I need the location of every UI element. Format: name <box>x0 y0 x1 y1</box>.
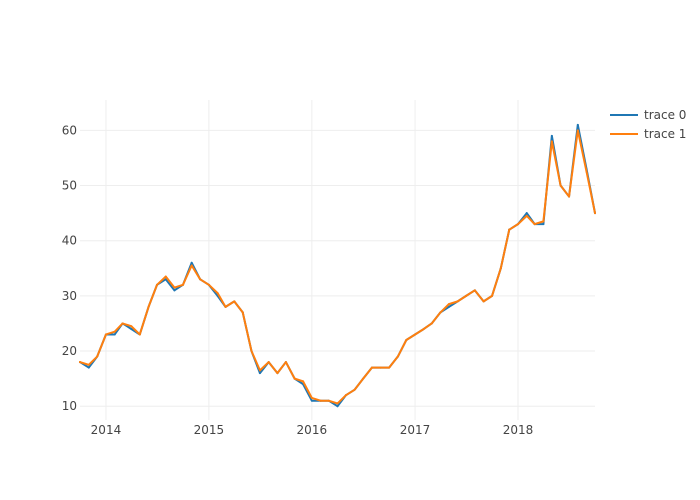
legend-label: trace 0 <box>644 108 686 122</box>
y-tick-label: 20 <box>62 344 77 358</box>
data-point <box>147 305 150 308</box>
series-points-1 <box>79 129 596 405</box>
y-tick-label: 40 <box>62 234 77 248</box>
legend[interactable]: trace 0 trace 1 <box>610 108 686 141</box>
y-tick-label: 50 <box>62 179 77 193</box>
data-point <box>336 405 339 408</box>
data-point <box>113 330 116 333</box>
data-point <box>79 361 81 364</box>
data-point <box>216 292 219 295</box>
axis-layer: 10 20 30 40 50 60 2014 2015 2016 2017 2018 <box>62 123 534 437</box>
grid-layer <box>80 100 595 420</box>
data-point <box>456 300 459 303</box>
data-point <box>190 264 193 267</box>
data-point <box>241 311 244 314</box>
data-point <box>199 278 202 281</box>
y-tick-label: 30 <box>62 289 77 303</box>
data-point <box>173 289 176 292</box>
data-point <box>585 170 588 173</box>
data-point <box>156 283 158 286</box>
series-layer <box>79 123 596 408</box>
data-point <box>542 220 545 223</box>
data-point <box>121 322 124 325</box>
data-point <box>173 286 176 289</box>
data-point <box>465 294 468 297</box>
data-point <box>499 267 502 270</box>
data-point <box>250 350 253 353</box>
data-point <box>525 214 528 217</box>
data-point <box>422 327 425 330</box>
data-point <box>164 278 167 281</box>
y-tick-label: 60 <box>62 123 77 137</box>
data-point <box>233 300 236 303</box>
data-point <box>576 123 579 126</box>
data-point <box>405 339 408 341</box>
data-point <box>525 212 528 215</box>
data-point <box>447 303 450 306</box>
data-point <box>568 195 571 198</box>
data-point <box>310 399 313 402</box>
data-point <box>87 363 90 366</box>
legend-item-1[interactable]: trace 1 <box>610 127 686 141</box>
data-point <box>87 366 90 369</box>
data-point <box>113 333 116 336</box>
data-point <box>327 399 330 402</box>
data-point <box>439 311 442 314</box>
data-point <box>396 355 399 358</box>
data-point <box>379 366 382 369</box>
data-point <box>550 134 553 137</box>
data-point <box>293 377 296 380</box>
x-tick-label: 2017 <box>400 423 431 437</box>
x-tick-label: 2015 <box>194 423 225 437</box>
data-point <box>362 377 365 380</box>
data-point <box>388 366 391 369</box>
data-point <box>576 129 579 132</box>
x-tick-label: 2014 <box>91 423 122 437</box>
data-point <box>517 223 519 226</box>
data-point <box>258 372 261 375</box>
data-point <box>508 228 511 231</box>
data-point <box>190 261 193 264</box>
data-point <box>447 305 450 308</box>
data-point <box>559 184 562 187</box>
data-point <box>258 369 261 372</box>
data-point <box>276 372 279 375</box>
data-point <box>473 289 476 292</box>
data-point <box>533 223 536 226</box>
data-point <box>370 366 373 369</box>
data-point <box>207 283 210 286</box>
data-point <box>284 361 287 364</box>
data-point <box>344 394 347 397</box>
data-point <box>310 396 313 399</box>
data-point <box>353 388 356 391</box>
data-point <box>542 223 545 226</box>
x-tick-label: 2016 <box>297 423 328 437</box>
x-tick-label: 2018 <box>503 423 534 437</box>
data-point <box>414 333 417 336</box>
y-tick-label: 10 <box>62 399 77 413</box>
data-point <box>267 361 270 364</box>
data-point <box>164 275 167 278</box>
data-point <box>138 333 141 336</box>
data-point <box>594 212 596 215</box>
data-point <box>224 305 227 308</box>
data-point <box>319 399 322 402</box>
data-point <box>550 140 553 143</box>
legend-label: trace 1 <box>644 127 686 141</box>
data-point <box>104 333 107 336</box>
legend-item-0[interactable]: trace 0 <box>610 108 686 122</box>
data-point <box>430 322 433 325</box>
data-point <box>130 327 133 330</box>
data-point <box>336 402 339 405</box>
data-point <box>482 300 485 303</box>
data-point <box>302 380 305 383</box>
data-point <box>96 355 99 358</box>
data-point <box>130 325 133 328</box>
data-point <box>491 294 494 297</box>
data-point <box>181 283 184 286</box>
